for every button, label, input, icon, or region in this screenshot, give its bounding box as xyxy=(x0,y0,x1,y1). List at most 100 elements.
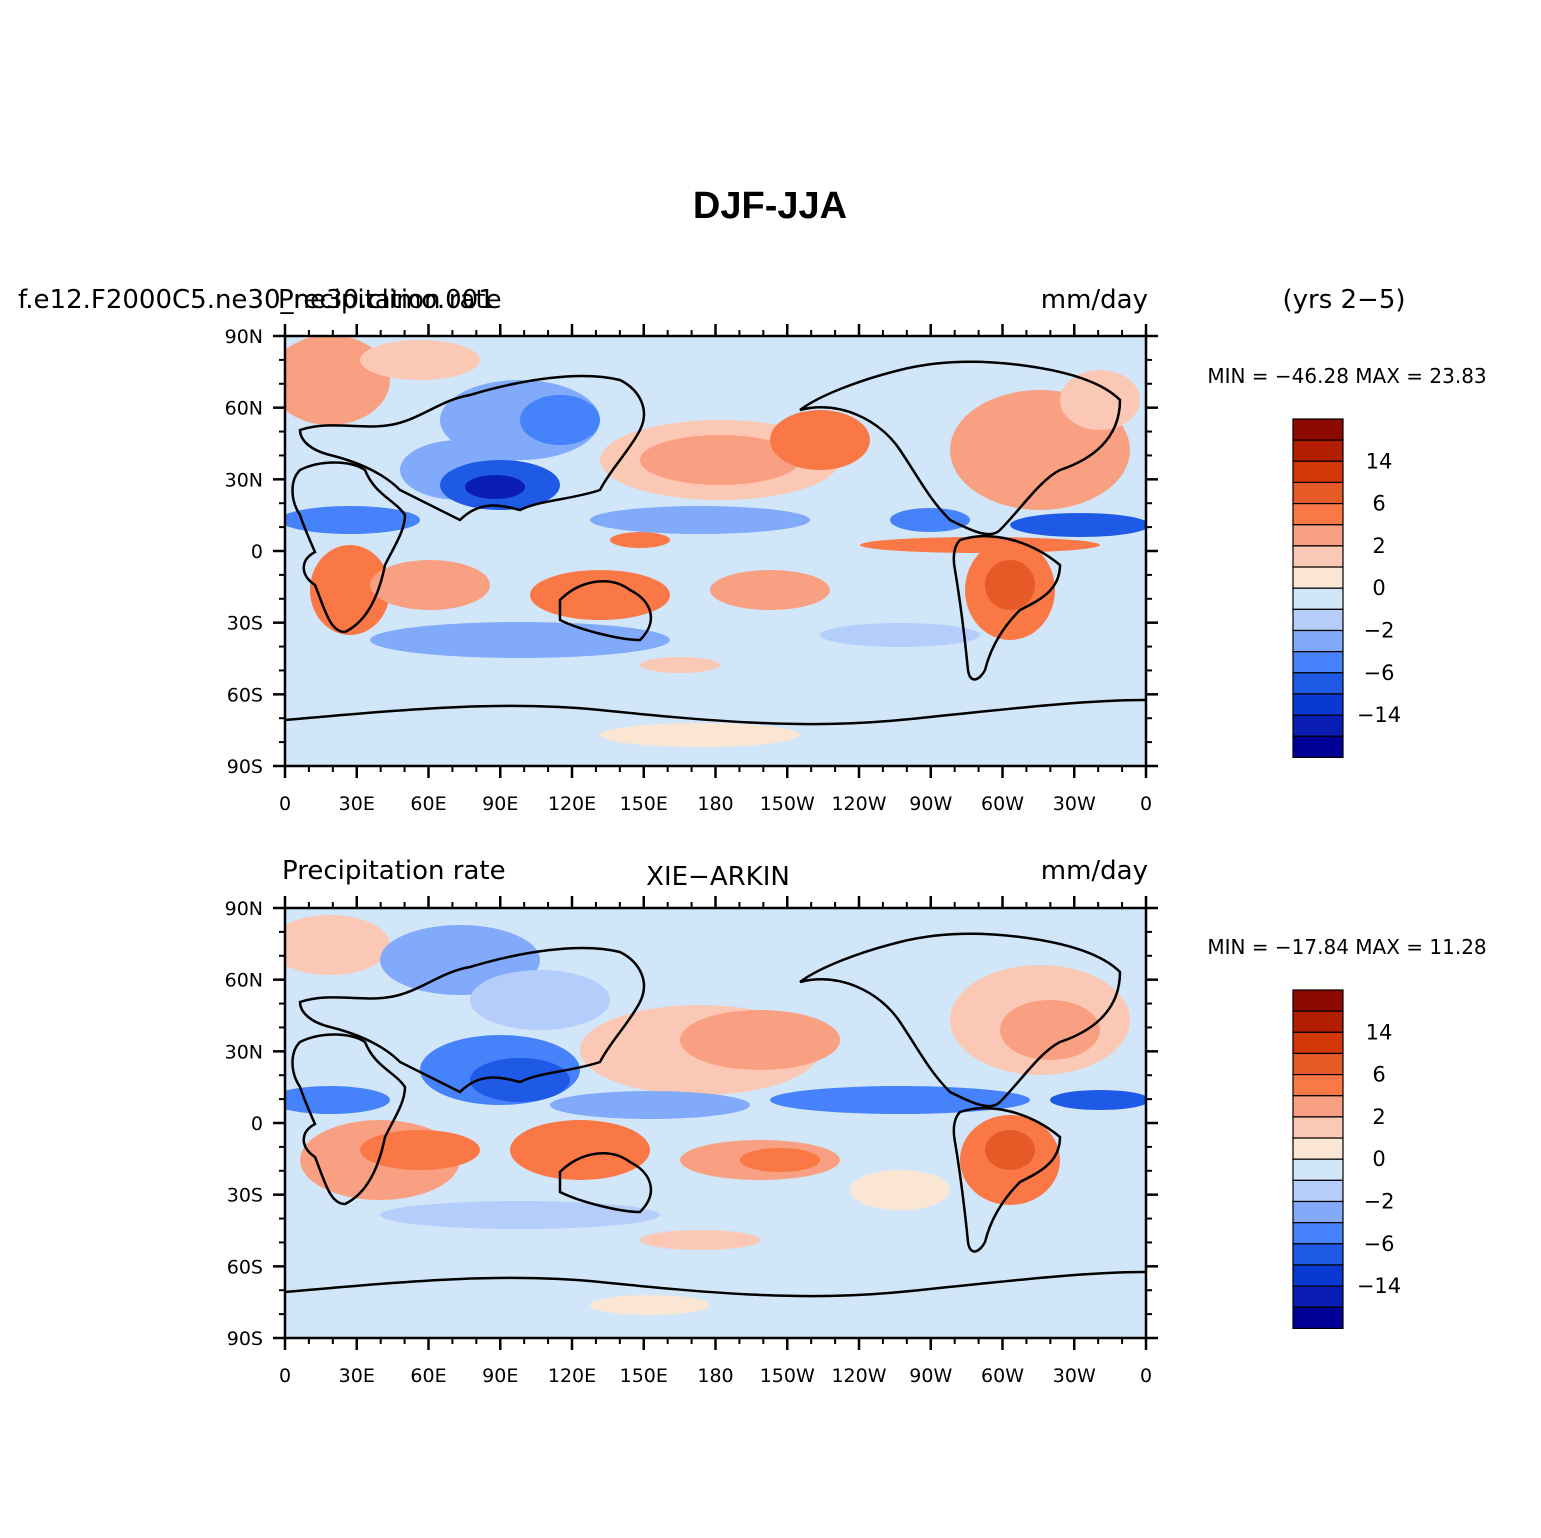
panel-2-lat-label: 30N xyxy=(225,1041,263,1063)
panel-2-colorbar-box xyxy=(1292,1031,1344,1055)
panel-2-colorbar-box xyxy=(1292,1095,1344,1118)
panel-2-axes: 90N 60N 30N 0 30S 60S 90S 0 30E 60E 90E 120E 150E 180… xyxy=(225,896,1158,1387)
panel-1-colorbar-box xyxy=(1292,460,1344,484)
panel-2-colorbar-label: 6 xyxy=(1372,1063,1385,1087)
panel-2-colorbar-box xyxy=(1292,1222,1344,1245)
panel-1-lon-label: 120W xyxy=(831,793,886,815)
panel-1-lat-label: 90S xyxy=(227,756,263,778)
panel-2-colorbar-box xyxy=(1292,1179,1344,1203)
panel-1-variable-label: Precipitation rate xyxy=(278,285,502,315)
panel-2-lon-label: 60W xyxy=(981,1365,1024,1387)
panel-1-lon-label: 180 xyxy=(697,793,733,815)
panel-1-colorbar-box xyxy=(1292,545,1344,568)
panel-1-lon-label: 0 xyxy=(1140,793,1152,815)
panel-2-colorbar-box xyxy=(1292,1010,1344,1033)
panel-2-lon-label: 30W xyxy=(1053,1365,1096,1387)
panel-1-lat-label: 60N xyxy=(225,398,263,420)
panel-1-lat-label: 90N xyxy=(225,326,263,348)
coastlines xyxy=(285,360,1146,726)
panel-2-lat-label: 90S xyxy=(227,1328,263,1350)
panel-2-colorbar-label: 0 xyxy=(1372,1147,1385,1171)
panel-1-colorbar-label: 2 xyxy=(1372,534,1385,558)
panel-2-colorbar-box xyxy=(1292,1073,1344,1097)
panel-2-lon-label: 150W xyxy=(760,1365,815,1387)
panel-1-colorbar-label: 14 xyxy=(1366,449,1393,473)
panel-1-lat-label: 30S xyxy=(227,613,263,635)
panel-1-lon-label: 90E xyxy=(482,793,518,815)
panel-2-lat-label: 30S xyxy=(227,1185,263,1207)
panel-1-colorbar-box xyxy=(1292,439,1344,462)
panel-1-lat-label: 0 xyxy=(251,541,263,563)
panel-2-colorbar-box xyxy=(1292,1243,1344,1266)
panel-2-colorbar-box xyxy=(1292,989,1344,1012)
panel-2-lat-label: 60S xyxy=(227,1256,263,1278)
panel-2-lon-label: 0 xyxy=(1140,1365,1152,1387)
panel-1-colorbar: 14 6 2 0 −2 −6 −14 xyxy=(1292,418,1401,758)
panel-1-lon-label: 150E xyxy=(620,793,668,815)
panel-1-colorbar-box xyxy=(1292,503,1344,526)
panel-1-colorbar-box xyxy=(1292,524,1344,547)
panel-1-axes: 90N 60N 30N 0 30S 60S 90S 0 30E 60E 90E 120E 150E 180… xyxy=(225,324,1158,815)
panel-1-lat-label: 30N xyxy=(225,469,263,491)
panel-2-colorbar-box xyxy=(1292,1285,1344,1308)
panel-2-lon-label: 90E xyxy=(482,1365,518,1387)
panel-1-colorbar-box xyxy=(1292,481,1344,505)
panel-1-lon-label: 0 xyxy=(279,793,291,815)
panel-2-colorbar-box xyxy=(1292,1116,1344,1139)
panel-2-lon-label: 90W xyxy=(909,1365,952,1387)
panel-2-colorbar-label: 14 xyxy=(1366,1020,1393,1044)
panel-2-colorbar-box xyxy=(1292,1137,1344,1160)
panel-2-lon-label: 120E xyxy=(548,1365,596,1387)
panel-observed: Precipitation rate XIE−ARKIN mm/day MIN … xyxy=(225,856,1487,1387)
panel-1-colorbar-box xyxy=(1292,629,1344,653)
panel-1-colorbar-label: −14 xyxy=(1357,703,1401,727)
panel-2-dataset-label: XIE−ARKIN xyxy=(646,862,790,892)
panel-2-colorbar-box xyxy=(1292,1158,1344,1181)
panel-2-variable-label: Precipitation rate xyxy=(282,856,506,886)
panel-1-map xyxy=(285,336,1146,766)
panel-2-lat-label: 90N xyxy=(225,898,263,920)
panel-model: f.e12.F2000C5.ne30_ne30.climo.001 Precip… xyxy=(18,285,1487,815)
panel-2-lon-label: 30E xyxy=(339,1365,375,1387)
panel-2-colorbar-label: 2 xyxy=(1372,1105,1385,1129)
panel-2-lon-label: 150E xyxy=(620,1365,668,1387)
panel-2-lat-label: 60N xyxy=(225,970,263,992)
panel-2-lat-label: 0 xyxy=(251,1113,263,1135)
panel-1-colorbar-box xyxy=(1292,566,1344,589)
panel-2-min-max: MIN = −17.84 MAX = 11.28 xyxy=(1207,935,1486,959)
panel-2-colorbar-box xyxy=(1292,1306,1344,1329)
panel-2-colorbar: 14 6 2 0 −2 −6 −14 xyxy=(1292,989,1401,1329)
panel-1-colorbar-label: −2 xyxy=(1364,619,1395,643)
panel-1-lon-label: 90W xyxy=(909,793,952,815)
panel-1-colorbar-label: 0 xyxy=(1372,576,1385,600)
panel-2-map xyxy=(285,908,1146,1338)
coastlines xyxy=(285,932,1146,1298)
panel-1-lon-label: 120E xyxy=(548,793,596,815)
panel-1-colorbar-box xyxy=(1292,587,1344,610)
panel-2-colorbar-label: −14 xyxy=(1357,1274,1401,1298)
panel-1-colorbar-box xyxy=(1292,651,1344,674)
panel-1-case-label: f.e12.F2000C5.ne30_ne30.climo.001 xyxy=(18,285,495,315)
panel-2-colorbar-label: −2 xyxy=(1364,1190,1395,1214)
panel-1-colorbar-label: 6 xyxy=(1372,492,1385,516)
panel-2-lon-label: 0 xyxy=(279,1365,291,1387)
panel-1-lon-label: 30W xyxy=(1053,793,1096,815)
panel-2-colorbar-box xyxy=(1292,1052,1344,1076)
panel-1-lat-label: 60S xyxy=(227,684,263,706)
panel-1-colorbar-label: −6 xyxy=(1364,661,1395,685)
panel-1-colorbar-box xyxy=(1292,608,1344,632)
panel-2-colorbar-label: −6 xyxy=(1364,1232,1395,1256)
panel-1-colorbar-box xyxy=(1292,693,1344,716)
panel-2-lon-label: 180 xyxy=(697,1365,733,1387)
panel-2-colorbar-box xyxy=(1292,1200,1344,1224)
panel-1-lon-label: 150W xyxy=(760,793,815,815)
panel-1-colorbar-box xyxy=(1292,672,1344,695)
panel-1-colorbar-box xyxy=(1292,714,1344,737)
panel-2-lon-label: 120W xyxy=(831,1365,886,1387)
panel-1-min-max: MIN = −46.28 MAX = 23.83 xyxy=(1207,364,1486,388)
panel-1-colorbar-box xyxy=(1292,735,1344,758)
panel-2-colorbar-box xyxy=(1292,1264,1344,1287)
panel-1-units: mm/day xyxy=(1041,285,1148,315)
panel-2-units: mm/day xyxy=(1041,856,1148,886)
figure-title: DJF-JJA xyxy=(693,185,847,227)
